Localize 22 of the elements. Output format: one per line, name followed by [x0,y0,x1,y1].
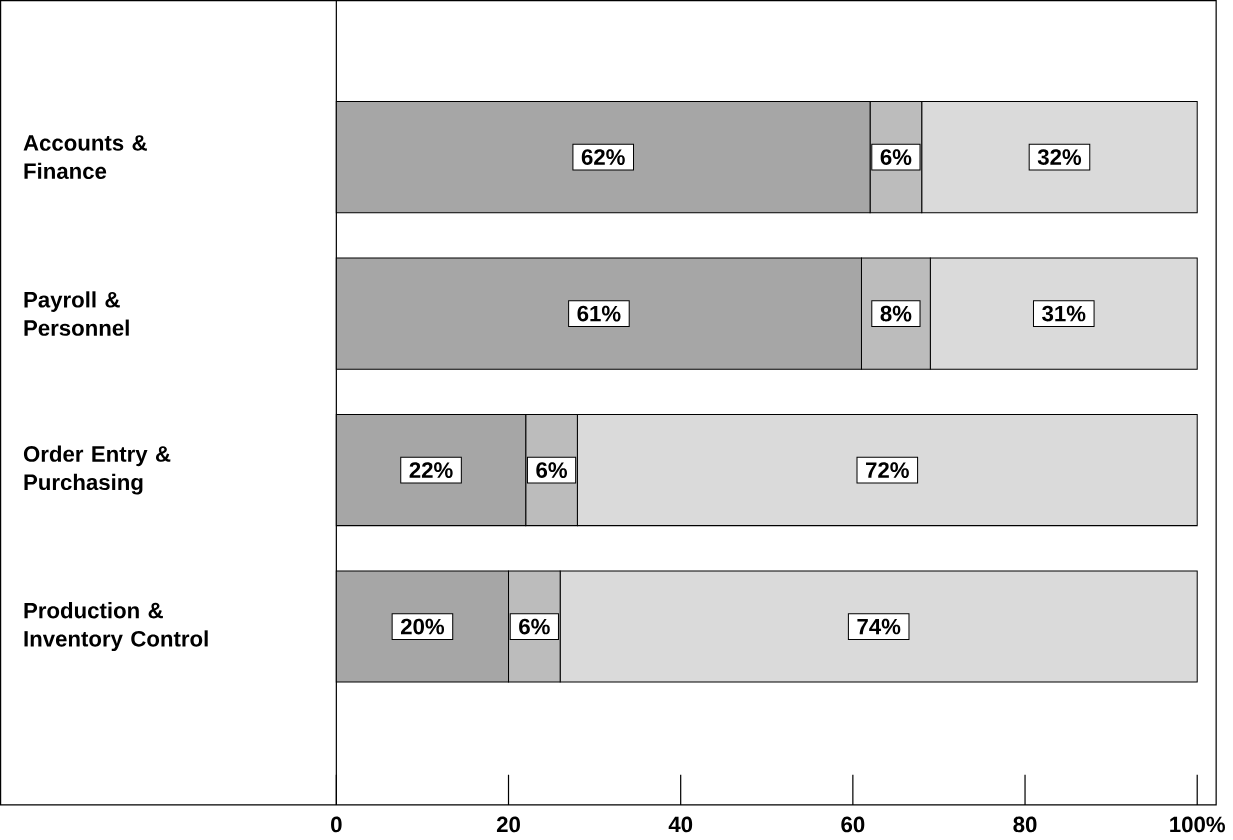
data-label: 61% [577,305,621,322]
data-label: 74% [857,618,901,635]
y-tick-label: Payroll & Personnel [24,291,129,337]
x-tick-label: 100% [1170,816,1225,833]
y-tick-label: Accounts & Finance [23,135,147,180]
data-label: 62% [581,149,625,166]
x-tick-label: 80 [1013,816,1037,833]
data-label: 6% [519,618,550,635]
x-tick-label: 0 [331,816,342,833]
x-tick-label: 60 [841,816,865,833]
data-label: 6% [880,149,912,166]
x-tick-label: 20 [496,816,520,833]
data-label: 32% [1037,149,1082,166]
y-tick-label: Production & Inventory Control [24,602,208,652]
data-label: 22% [409,462,453,479]
y-tick-label: Order Entry & Purchasing [23,445,171,495]
data-label: 6% [536,462,568,479]
data-label: 72% [866,462,909,479]
data-label: 8% [880,305,912,322]
data-label: 31% [1042,305,1086,322]
data-label: 20% [400,618,445,635]
x-tick-label: 40 [668,816,693,833]
